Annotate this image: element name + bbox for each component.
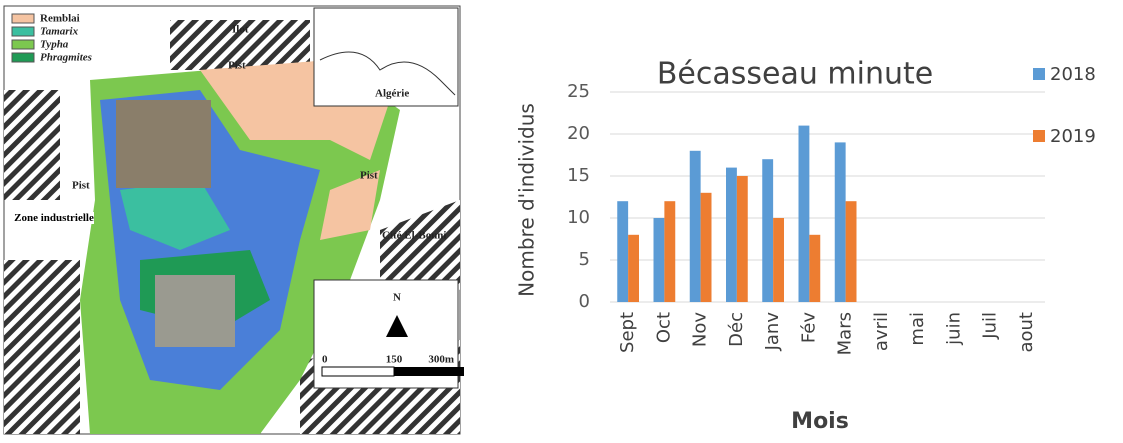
bird-photo: [116, 100, 211, 188]
hatched-zone: [4, 260, 80, 434]
map-label: Zone industrielle: [14, 212, 94, 224]
bird-photo: [155, 275, 235, 347]
hatched-zone: [4, 90, 60, 200]
legend-label: 2018: [1050, 64, 1096, 85]
legend-swatch: [1033, 130, 1045, 142]
x-tick-label: Janv: [762, 312, 783, 352]
x-tick-label: Nov: [690, 312, 711, 347]
y-tick-label: 5: [579, 249, 590, 270]
legend-swatch: [11, 13, 35, 24]
bar: [628, 234, 639, 302]
x-tick-label: Déc: [726, 312, 747, 347]
hatched-zone: [380, 200, 460, 290]
bar: [726, 167, 737, 302]
bar: [798, 125, 810, 302]
legend-swatch: [11, 26, 35, 37]
bar: [762, 159, 774, 302]
bar: [845, 201, 857, 302]
bar: [664, 201, 676, 302]
y-tick-label: 10: [567, 207, 590, 228]
scale-label: 0: [322, 354, 328, 366]
legend-label: Remblai: [40, 13, 80, 25]
x-axis-title: Mois: [791, 409, 849, 434]
bar: [773, 218, 784, 302]
map: Remblai Tamarix Typha Phragmites Ilot Pi…: [3, 5, 464, 435]
x-tick-label: Juil: [980, 312, 1001, 340]
y-tick-label: 0: [579, 291, 590, 312]
x-tick-label: avril: [871, 312, 892, 351]
legend-swatch: [11, 52, 35, 63]
legend-label: Phragmites: [40, 52, 92, 64]
x-tick-label: aout: [1016, 312, 1037, 353]
coastline: [319, 51, 456, 96]
x-tick-label: Oct: [653, 312, 674, 343]
bar: [736, 176, 748, 302]
y-axis-title: Nombre d'individus: [515, 103, 539, 297]
x-tick-label: Mars: [835, 312, 856, 355]
legend-label: Tamarix: [40, 26, 79, 38]
x-tick-label: Sept: [617, 312, 638, 353]
x-tick-label: juin: [943, 312, 964, 346]
chart: Bécasseau minute Mois Nombre d'individus…: [515, 57, 1096, 435]
map-label: Pist: [72, 180, 90, 192]
legend-swatch: [1033, 68, 1045, 80]
bar: [617, 201, 629, 302]
scale-label: 150: [386, 354, 403, 366]
y-tick-label: 25: [567, 81, 590, 102]
inset-map: [313, 7, 459, 107]
scale-bar: [321, 366, 395, 377]
x-tick-label: mai: [907, 312, 928, 346]
y-tick-label: 15: [567, 165, 590, 186]
legend-label: 2019: [1050, 126, 1096, 147]
map-label: Ilot: [232, 24, 249, 36]
tamarix: [120, 180, 230, 250]
map-label: Algérie: [375, 88, 409, 100]
bar: [700, 192, 712, 302]
scale-bar: [394, 367, 464, 376]
x-tick-label: Fév: [798, 312, 819, 343]
scale-label: 300m: [428, 354, 454, 366]
remblai: [320, 170, 380, 240]
map-label: Pist: [360, 170, 378, 182]
north-label: N: [393, 292, 401, 304]
zone-label: Zone industrielle: [14, 212, 94, 224]
bar: [689, 150, 701, 302]
bar: [653, 218, 665, 302]
bar: [809, 234, 821, 302]
bar: [834, 142, 846, 302]
map-label: Cité El-Bouni: [382, 230, 446, 242]
hatched-zone: [170, 20, 310, 70]
legend-label: Typha: [40, 39, 69, 51]
chart-title: Bécasseau minute: [657, 57, 933, 92]
map-label: Pist: [228, 60, 246, 72]
north-arrow: [386, 315, 408, 337]
legend-swatch: [11, 39, 35, 50]
y-tick-label: 20: [567, 123, 590, 144]
